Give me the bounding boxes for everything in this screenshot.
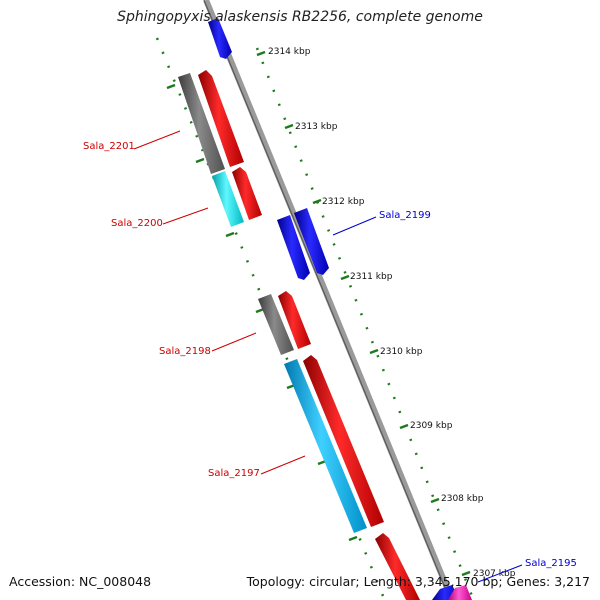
- kbp-tick-label: 2313 kbp: [295, 122, 338, 132]
- gene-label-sala-2195[interactable]: Sala_2195: [525, 558, 577, 569]
- gene-label-leader: [332, 216, 377, 236]
- kbp-tick: [284, 123, 294, 130]
- accession-text: Accession: NC_008048: [9, 574, 152, 589]
- kbp-tick: [430, 497, 440, 504]
- inner-tick: [195, 157, 205, 164]
- gene-sala-2197-feature[interactable]: [284, 359, 367, 533]
- gene-label-leader: [211, 332, 257, 352]
- gene-sala-2198b-feature[interactable]: [278, 291, 311, 349]
- gene-label-leader: [477, 564, 523, 583]
- reverse-strand-features: [178, 70, 420, 600]
- gene-sala-2201-feature[interactable]: [178, 73, 225, 174]
- kbp-tick: [340, 274, 350, 281]
- kbp-tick-label: 2307 kbp: [473, 569, 516, 579]
- gene-label-sala-2199[interactable]: Sala_2199: [379, 210, 431, 221]
- gene-label-sala-2198[interactable]: Sala_2198: [159, 346, 211, 357]
- gene-top-forward-feature[interactable]: [208, 18, 232, 59]
- kbp-tick-marks: [166, 50, 471, 577]
- kbp-tick-labels: 2314 kbp 2313 kbp 2312 kbp 2311 kbp 2310…: [268, 47, 516, 579]
- gene-sala-2200-feature[interactable]: [212, 171, 244, 227]
- gene-label-sala-2197[interactable]: Sala_2197: [208, 468, 260, 479]
- gene-sala-2199-feature[interactable]: [277, 215, 310, 280]
- kbp-tick-label: 2311 kbp: [350, 272, 393, 282]
- gene-sala-2198-feature[interactable]: [258, 294, 294, 355]
- gene-sala-2197b-feature[interactable]: [303, 355, 384, 527]
- forward-strand-features: [208, 18, 472, 600]
- gene-label-leader: [162, 207, 209, 225]
- gene-label-sala-2201[interactable]: Sala_2201: [83, 141, 135, 152]
- kbp-tick: [399, 423, 409, 430]
- inner-tick: [348, 535, 358, 542]
- kbp-tick-label: 2309 kbp: [410, 421, 453, 431]
- topology-text: Topology: circular; Length: 3,345,170 bp…: [246, 574, 590, 589]
- kbp-tick: [256, 50, 266, 57]
- gene-sala-2200b-feature[interactable]: [232, 167, 262, 220]
- kbp-tick: [461, 570, 471, 577]
- kbp-tick-label: 2310 kbp: [380, 347, 423, 357]
- inner-tick: [225, 231, 235, 238]
- kbp-tick-label: 2308 kbp: [441, 494, 484, 504]
- map-title: Sphingopyxis alaskensis RB2256, complete…: [117, 9, 483, 25]
- gene-sala-2199b-feature[interactable]: [294, 208, 329, 275]
- inner-tick: [166, 83, 176, 90]
- kbp-tick-label: 2314 kbp: [268, 47, 311, 57]
- gene-sala-2195b-feature[interactable]: [448, 585, 472, 600]
- gene-sala-2196-feature[interactable]: [375, 533, 420, 600]
- gene-labels: Sala_2201 Sala_2200 Sala_2199 Sala_2198 …: [83, 130, 577, 583]
- kbp-tick: [369, 348, 379, 355]
- gene-label-leader: [260, 455, 306, 475]
- gene-label-sala-2200[interactable]: Sala_2200: [111, 218, 163, 229]
- gene-sala-2201b-feature[interactable]: [198, 70, 244, 167]
- kbp-tick-label: 2312 kbp: [322, 197, 365, 207]
- kbp-tick: [312, 198, 322, 205]
- gene-label-leader: [133, 130, 181, 150]
- genome-backbone: [203, 0, 455, 600]
